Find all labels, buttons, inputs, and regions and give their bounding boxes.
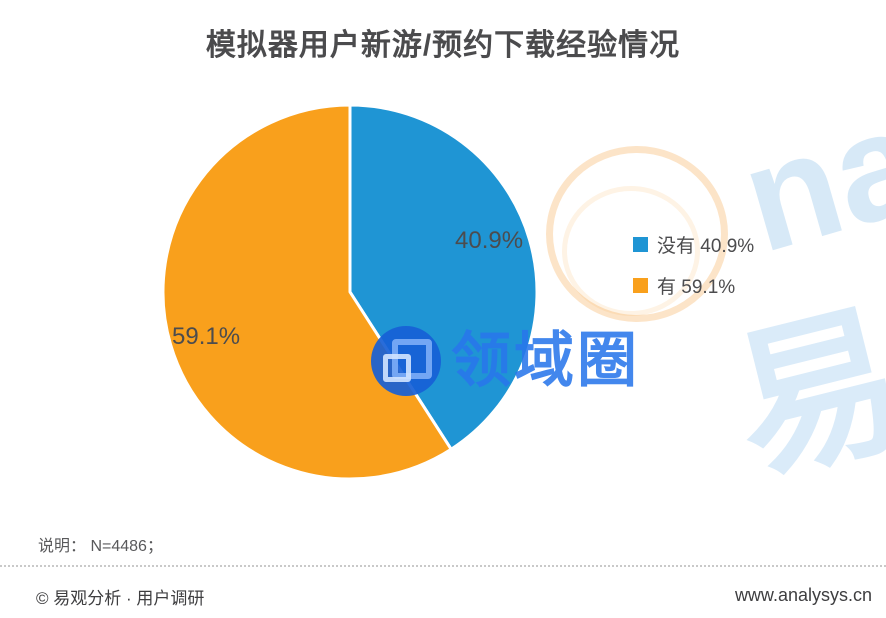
logo-square-outline xyxy=(392,339,432,379)
background-ring-watermark xyxy=(546,146,728,322)
legend-label-yes: 有 59.1% xyxy=(657,277,736,298)
background-ring-watermark-inner xyxy=(562,186,700,316)
legend-item-no: 没有 40.9% xyxy=(633,231,754,258)
legend-label-no: 没有 40.9% xyxy=(657,236,755,257)
chart-title: 模拟器用户新游/预约下载经验情况 xyxy=(205,29,681,62)
slice-label-yes: 59.1% xyxy=(172,323,241,350)
footer-source: © 易观分析 · 用户调研 xyxy=(36,589,205,608)
sample-note: 说明： N=4486； xyxy=(38,538,163,555)
brand-watermark-text: 领域圈 xyxy=(451,327,640,394)
dotted-divider xyxy=(0,565,886,567)
logo-square-outline-small xyxy=(383,354,411,382)
background-char-watermark: 易 xyxy=(716,284,886,504)
legend-swatch-1 xyxy=(633,278,648,293)
legend-item-yes: 有 59.1% xyxy=(633,272,754,299)
legend-swatch-0 xyxy=(633,237,648,252)
pie-chart xyxy=(161,103,539,481)
brand-watermark: 领域圈 xyxy=(371,326,640,396)
pie-slice-有 xyxy=(161,103,453,481)
footer-website: www.analysys.cn xyxy=(734,585,872,605)
brand-logo-icon xyxy=(371,326,441,396)
chart-legend: 没有 40.9% 有 59.1% xyxy=(633,231,754,313)
slice-label-no: 40.9% xyxy=(455,227,524,254)
